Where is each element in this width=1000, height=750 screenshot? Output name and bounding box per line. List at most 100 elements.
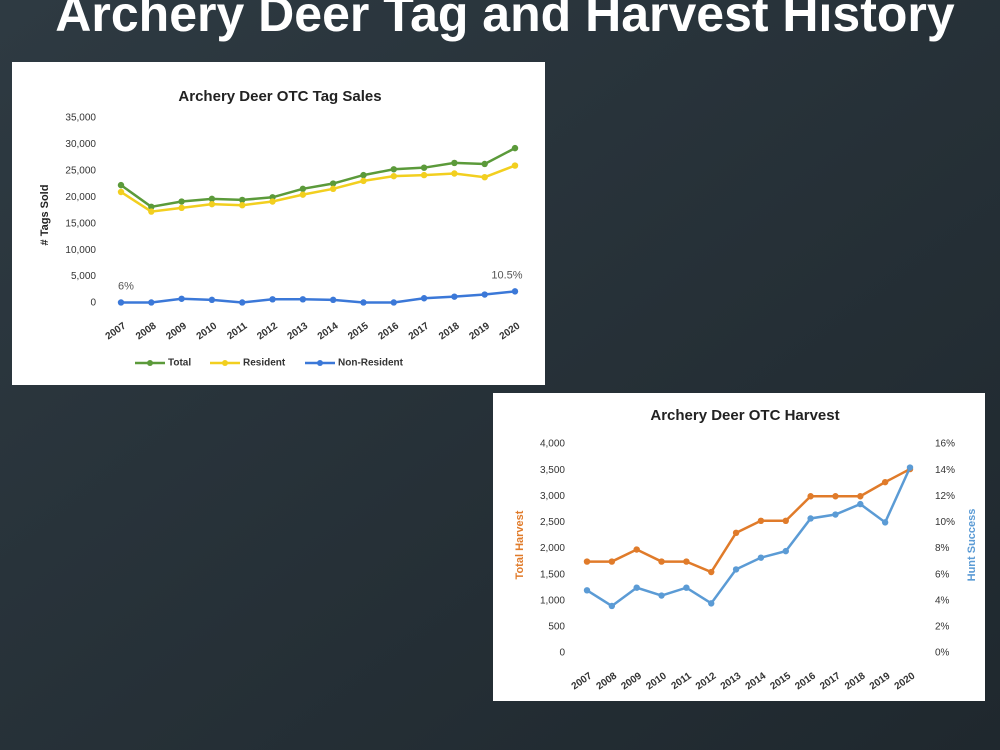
y-tick-label: 15,000: [65, 218, 96, 229]
data-point: [857, 493, 864, 500]
data-point: [782, 517, 789, 525]
data-point: [608, 602, 616, 610]
y-tick-label: 0: [559, 648, 565, 659]
y-tick-label: 0: [90, 298, 96, 309]
data-point: [782, 547, 789, 555]
data-point: [708, 600, 715, 607]
data-point: [807, 493, 814, 500]
y-axis-label: # Tags Sold: [39, 185, 51, 246]
data-point: [390, 172, 397, 180]
data-point: [269, 296, 276, 303]
data-point: [208, 200, 216, 208]
data-point: [117, 181, 125, 189]
data-point: [881, 478, 889, 486]
data-point: [390, 166, 397, 173]
y2-tick-label: 0%: [935, 648, 950, 659]
data-point: [451, 170, 458, 177]
y2-tick-label: 2%: [935, 622, 950, 633]
y2-tick-label: 10%: [935, 517, 955, 528]
data-point: [857, 500, 864, 508]
data-point: [420, 171, 428, 179]
legend-label: Resident: [243, 358, 286, 369]
data-point: [239, 299, 246, 306]
data-point: [511, 144, 519, 152]
data-point: [881, 519, 889, 526]
data-point: [299, 296, 307, 303]
data-point: [360, 299, 367, 306]
data-point: [360, 177, 367, 185]
data-point: [481, 291, 488, 298]
y-tick-label: 30,000: [65, 139, 96, 150]
data-point: [299, 185, 307, 193]
y-tick-label: 5,000: [71, 271, 96, 282]
data-point: [683, 558, 690, 565]
y2-axis-label: Hunt Success: [966, 509, 978, 582]
series-line: [120, 164, 516, 213]
data-point: [239, 202, 246, 209]
data-point: [208, 195, 216, 203]
data-point: [481, 174, 488, 181]
data-point: [329, 296, 337, 304]
data-point: [658, 592, 665, 599]
data-point: [757, 554, 765, 561]
data-point: [148, 208, 155, 215]
y-tick-label: 2,500: [540, 517, 565, 528]
data-point: [906, 464, 914, 471]
series-line: [587, 467, 911, 574]
legend-label: Non-Resident: [338, 358, 404, 369]
data-point: [239, 196, 246, 204]
chart-title: Archery Deer OTC Tag Sales: [178, 88, 381, 105]
data-point: [757, 517, 765, 525]
data-point: [732, 566, 740, 573]
y-tick-label: 10,000: [65, 245, 96, 256]
data-point: [299, 191, 307, 198]
data-point: [451, 293, 458, 300]
y-tick-label: 20,000: [65, 192, 96, 203]
data-point: [633, 584, 640, 591]
slide-title: Archery Deer Tag and Harvest History: [55, 0, 955, 42]
chart-title: Archery Deer OTC Harvest: [650, 407, 839, 424]
data-point: [117, 188, 125, 196]
legend-marker: [147, 360, 153, 366]
y-tick-label: 3,500: [540, 465, 565, 476]
y-tick-label: 1,500: [540, 569, 565, 580]
y-axis-label: Total Harvest: [514, 510, 526, 579]
data-point: [832, 493, 839, 500]
data-point: [481, 160, 488, 168]
data-point: [683, 584, 690, 591]
y-tick-label: 25,000: [65, 165, 96, 176]
data-point: [583, 587, 591, 594]
y-tick-label: 2,000: [540, 543, 565, 554]
annotation: 6%: [118, 280, 134, 292]
y-tick-label: 3,000: [540, 491, 565, 502]
chart-panel: [12, 62, 545, 385]
data-point: [148, 299, 155, 306]
y2-tick-label: 6%: [935, 569, 950, 580]
data-point: [633, 546, 640, 553]
data-point: [420, 295, 428, 302]
chart-panel: [493, 393, 985, 701]
y-tick-label: 4,000: [540, 439, 565, 450]
data-point: [420, 164, 428, 171]
y2-tick-label: 16%: [935, 439, 955, 450]
data-point: [658, 558, 665, 565]
y2-tick-label: 12%: [935, 491, 955, 502]
data-point: [708, 568, 715, 576]
data-point: [608, 558, 616, 565]
data-point: [511, 162, 519, 169]
data-point: [329, 180, 337, 187]
data-point: [451, 159, 458, 167]
legend-marker: [222, 360, 228, 366]
data-point: [511, 288, 519, 295]
data-point: [178, 198, 185, 205]
data-point: [807, 515, 814, 522]
series-line: [121, 290, 516, 304]
series-line: [586, 466, 912, 608]
annotation: 10.5%: [491, 269, 522, 281]
y2-tick-label: 8%: [935, 543, 950, 554]
data-point: [178, 295, 185, 302]
y-tick-label: 35,000: [65, 113, 96, 124]
data-point: [732, 529, 740, 537]
y-tick-label: 1,000: [540, 595, 565, 606]
